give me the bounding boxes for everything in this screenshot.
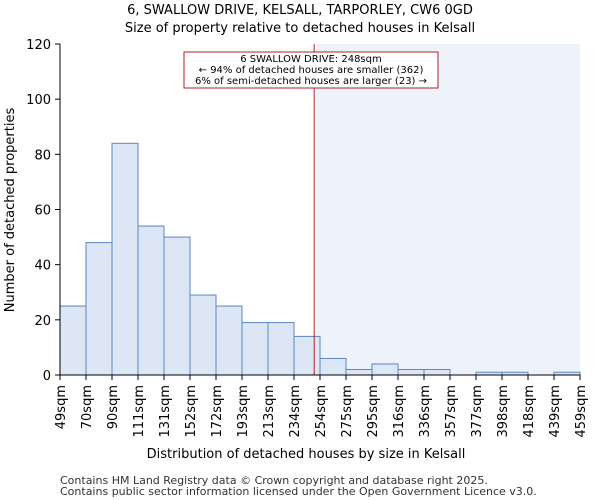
x-axis-title: Distribution of detached houses by size …: [147, 447, 466, 462]
x-tick-label: 172sqm: [210, 385, 225, 438]
annotation-line-3: 6% of semi-detached houses are larger (2…: [195, 76, 427, 87]
bar: [345, 368, 373, 376]
bar: [371, 363, 399, 376]
bar: [397, 368, 425, 376]
footer-line-1: Contains HM Land Registry data © Crown c…: [60, 474, 488, 487]
x-tick-label: 234sqm: [288, 385, 303, 438]
bar: [215, 305, 243, 376]
x-tick-label: 377sqm: [470, 385, 485, 438]
y-axis-title: Number of detached properties: [3, 108, 18, 313]
x-tick-label: 316sqm: [392, 385, 407, 438]
x-axis-ticks: 49sqm 70sqm 90sqm 111sqm 131sqm 152sqm 172sqm 1…: [54, 375, 589, 438]
x-tick-label: 439sqm: [548, 385, 563, 438]
y-tick-label: 40: [34, 259, 51, 274]
annotation-frame: [183, 51, 439, 89]
x-tick-label: 213sqm: [262, 385, 277, 438]
x-tick-label: 254sqm: [314, 385, 329, 438]
annotation-box: 6 SWALLOW DRIVE: 248sqm ← 94% of detache…: [183, 51, 439, 89]
x-tick-label: 459sqm: [574, 385, 589, 438]
x-tick-label: 275sqm: [340, 385, 355, 438]
bars: [59, 142, 581, 376]
bar: [111, 142, 139, 376]
x-tick-label: 70sqm: [80, 385, 95, 429]
x-tick-label: 398sqm: [496, 385, 511, 438]
annotation-line-2: ← 94% of detached houses are smaller (36…: [199, 65, 424, 76]
x-tick-label: 357sqm: [444, 385, 459, 438]
bar: [319, 357, 347, 376]
x-tick-label: 193sqm: [236, 385, 251, 438]
y-tick-label: 0: [43, 369, 51, 384]
x-tick-label: 90sqm: [106, 385, 121, 429]
footer-line-2: Contains public sector information licen…: [60, 485, 537, 498]
highlight-region: [316, 44, 580, 375]
bar: [293, 335, 321, 376]
x-tick-label: 131sqm: [158, 385, 173, 438]
bar: [267, 322, 295, 376]
y-axis-ticks: 0 20 40 60 80 100 120: [26, 38, 60, 384]
bar: [85, 242, 113, 376]
bar: [59, 305, 87, 376]
x-tick-label: 152sqm: [184, 385, 199, 438]
annotation-line-1: 6 SWALLOW DRIVE: 248sqm: [240, 54, 381, 65]
bar: [241, 322, 269, 376]
bar: [163, 236, 191, 376]
x-tick-label: 111sqm: [132, 385, 147, 438]
x-tick-label: 336sqm: [418, 385, 433, 438]
y-tick-label: 60: [34, 204, 51, 219]
bar: [137, 225, 165, 376]
chart-title: 6, SWALLOW DRIVE, KELSALL, TARPORLEY, CW…: [127, 3, 473, 18]
chart-subtitle: Size of property relative to detached ho…: [125, 21, 475, 36]
x-tick-label: 295sqm: [366, 385, 381, 438]
x-tick-label: 418sqm: [522, 385, 537, 438]
bar: [189, 294, 217, 376]
y-tick-label: 100: [26, 93, 51, 108]
y-tick-label: 120: [26, 38, 51, 53]
y-tick-label: 80: [34, 148, 51, 163]
bar: [423, 368, 451, 376]
y-tick-label: 20: [34, 314, 51, 329]
x-tick-label: 49sqm: [54, 385, 69, 429]
